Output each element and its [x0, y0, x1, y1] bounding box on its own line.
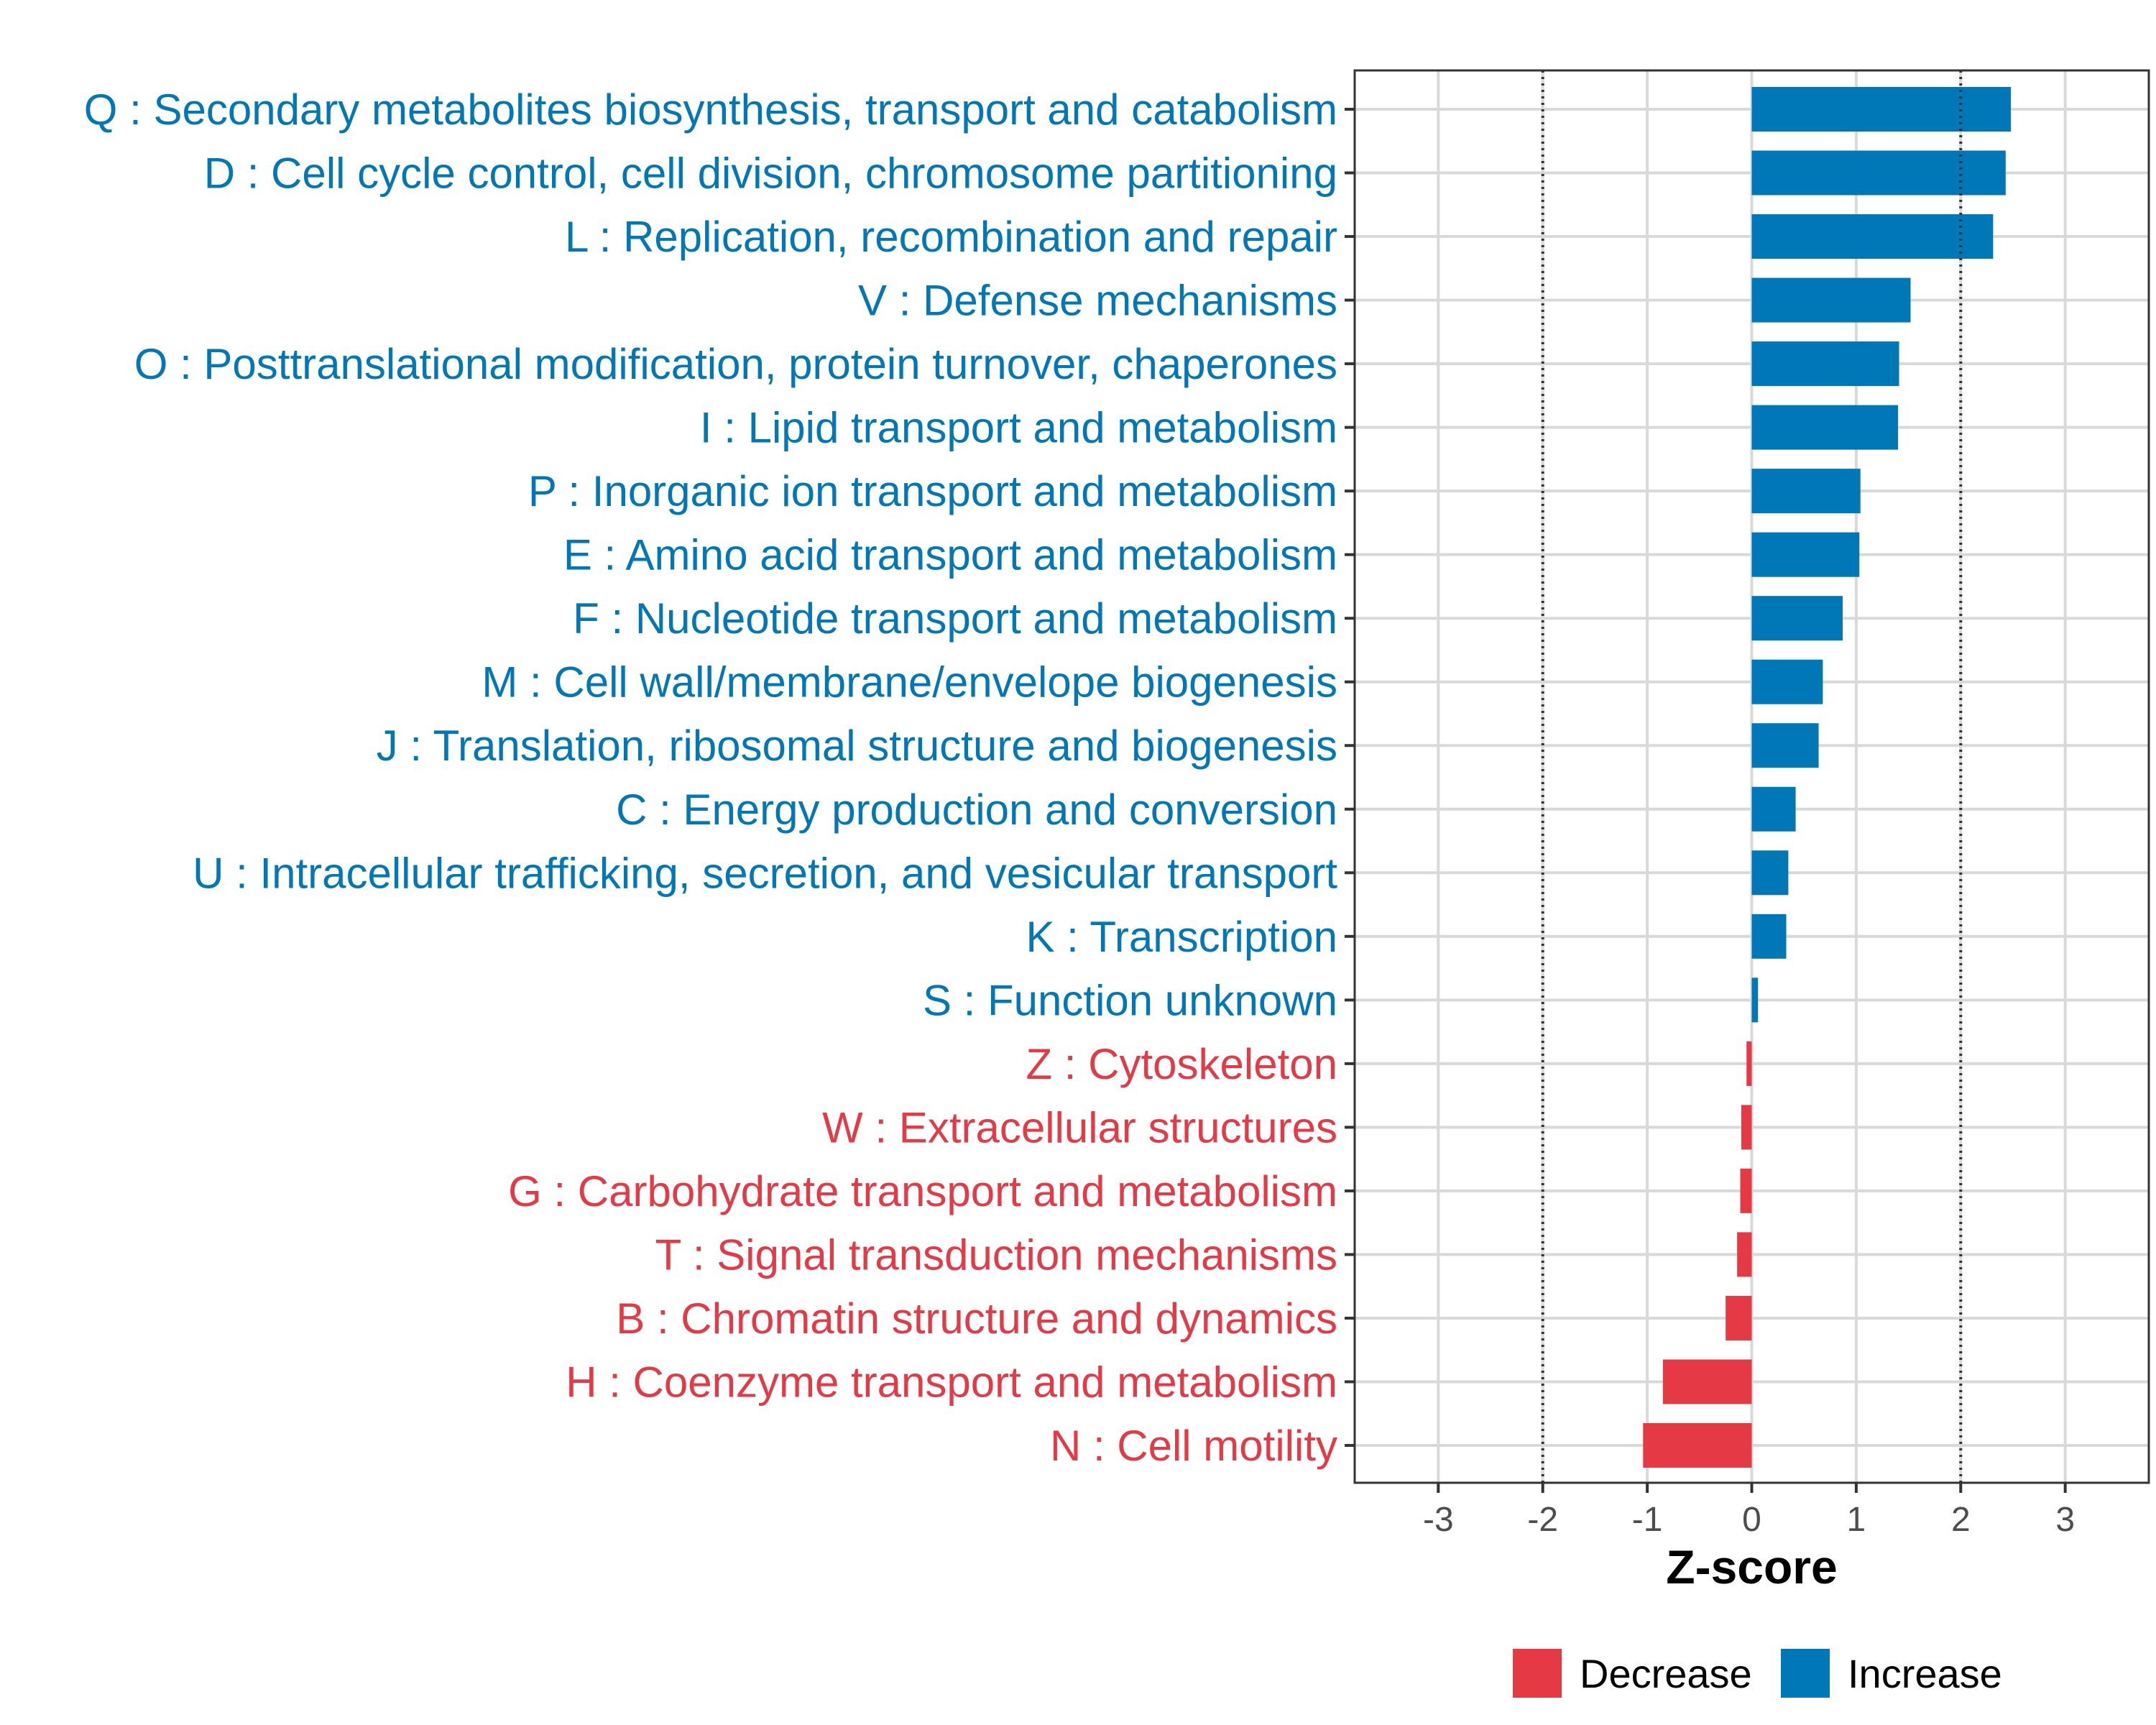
bar-layer: [1541, 70, 2012, 1483]
category-label: V : Defense mechanisms: [858, 277, 1337, 325]
category-label: L : Replication, recombination and repai…: [565, 213, 1337, 261]
bar-g: [1740, 1168, 1752, 1213]
legend-label-decrease: Decrease: [1580, 1651, 1752, 1696]
category-label: D : Cell cycle control, cell division, c…: [204, 150, 1337, 198]
category-label: G : Carbohydrate transport and metabolis…: [508, 1167, 1337, 1215]
bar-c: [1751, 786, 1796, 832]
category-label: N : Cell motility: [1050, 1422, 1337, 1470]
legend-swatch-increase: [1781, 1649, 1830, 1698]
bar-n: [1643, 1423, 1752, 1468]
legend-swatch-decrease: [1513, 1649, 1562, 1698]
bar-u: [1751, 850, 1789, 896]
x-tick-label: 3: [2055, 1501, 2075, 1539]
x-tick-label: -2: [1527, 1501, 1558, 1539]
legend: Decrease Increase: [1513, 1649, 2002, 1698]
category-label: C : Energy production and conversion: [616, 786, 1337, 834]
bar-p: [1751, 469, 1861, 514]
x-tick-label: -1: [1632, 1501, 1663, 1539]
bar-h: [1662, 1359, 1752, 1404]
x-tick-label: 0: [1742, 1501, 1761, 1539]
category-label: E : Amino acid transport and metabolism: [563, 531, 1337, 579]
bar-o: [1751, 341, 1899, 387]
x-axis-title: Z-score: [1666, 1540, 1837, 1593]
x-axis-ticks: -3 -2 -1 0 1 2 3: [1423, 1483, 2075, 1539]
category-label: Z : Cytoskeleton: [1026, 1040, 1337, 1088]
category-label: J : Translation, ribosomal structure and…: [377, 722, 1337, 770]
category-label: Q : Secondary metabolites biosynthesis, …: [84, 86, 1337, 134]
bar-b: [1726, 1295, 1752, 1340]
bar-k: [1751, 914, 1787, 959]
x-tick-label: -3: [1423, 1501, 1454, 1539]
bar-f: [1751, 596, 1843, 641]
bar-d: [1751, 150, 2006, 196]
category-label: I : Lipid transport and metabolism: [700, 404, 1337, 452]
category-label: K : Transcription: [1026, 913, 1337, 961]
bar-i: [1751, 405, 1899, 450]
category-labels: Q : Secondary metabolites biosynthesis, …: [84, 86, 1355, 1470]
category-label: P : Inorganic ion transport and metaboli…: [528, 467, 1337, 515]
category-label: B : Chromatin structure and dynamics: [616, 1294, 1337, 1343]
bar-v: [1751, 277, 1911, 323]
category-label: M : Cell wall/membrane/envelope biogenes…: [482, 658, 1337, 707]
bar-q: [1751, 87, 2012, 132]
bar-s: [1751, 978, 1759, 1023]
bar-t: [1737, 1232, 1752, 1277]
category-label: H : Coenzyme transport and metabolism: [566, 1358, 1337, 1406]
bar-j: [1751, 723, 1819, 768]
legend-label-increase: Increase: [1848, 1651, 2002, 1696]
category-label: U : Intracellular trafficking, secretion…: [193, 849, 1337, 897]
category-label: F : Nucleotide transport and metabolism: [573, 594, 1337, 643]
bar-z: [1746, 1041, 1752, 1086]
category-label: S : Function unknown: [923, 976, 1337, 1024]
bar-e: [1751, 532, 1860, 577]
bar-m: [1751, 659, 1823, 704]
x-tick-label: 1: [1847, 1501, 1866, 1539]
x-tick-label: 2: [1951, 1501, 1971, 1539]
category-label: O : Posttranslational modification, prot…: [134, 340, 1337, 388]
category-label: W : Extracellular structures: [822, 1103, 1337, 1151]
category-label: T : Signal transduction mechanisms: [655, 1230, 1337, 1279]
bar-w: [1741, 1105, 1752, 1150]
bar-l: [1751, 214, 1994, 259]
